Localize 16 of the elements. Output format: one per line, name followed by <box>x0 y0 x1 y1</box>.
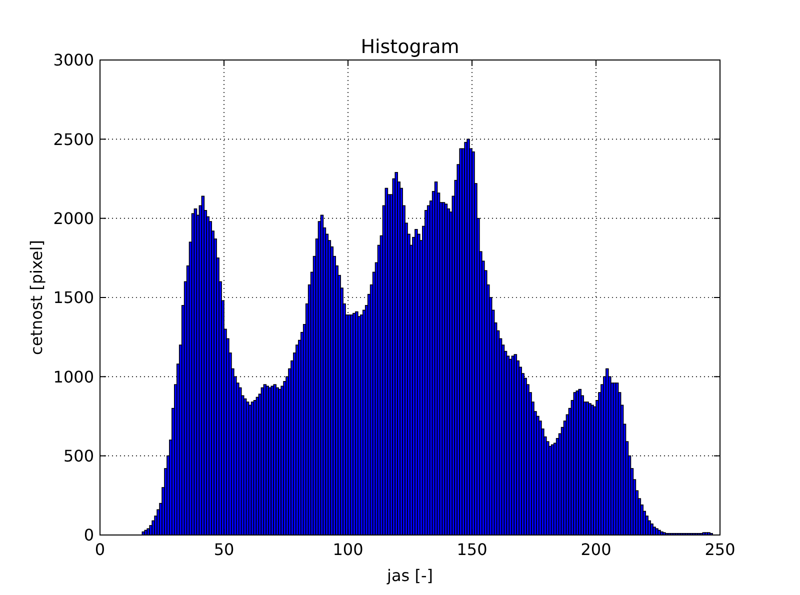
x-tick-label: 250 <box>704 540 736 559</box>
y-tick-label: 2500 <box>53 130 94 149</box>
y-axis-title: cetnost [pixel] <box>27 240 46 355</box>
y-tick-label: 1000 <box>53 367 94 386</box>
x-tick-label: 100 <box>332 540 364 559</box>
y-tick-label: 0 <box>84 526 94 545</box>
y-tick-label: 500 <box>63 446 94 466</box>
y-tick-label: 3000 <box>53 50 94 70</box>
x-tick-label: 150 <box>456 540 488 559</box>
x-axis-title: jas [-] <box>386 566 433 585</box>
y-tick-label: 1500 <box>53 288 94 308</box>
x-tick-label: 200 <box>580 540 612 559</box>
x-tick-label: 0 <box>94 540 106 559</box>
x-tick-label: 50 <box>214 540 234 559</box>
y-tick-label: 2000 <box>53 208 94 228</box>
chart-title: Histogram <box>360 36 460 58</box>
